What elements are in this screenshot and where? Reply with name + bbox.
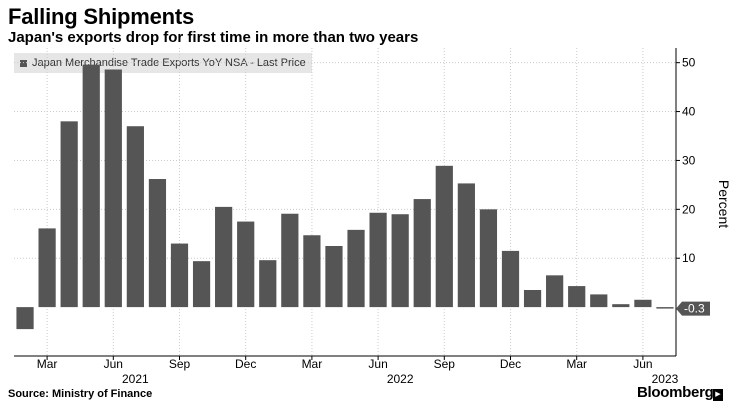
y-tick-label: 30 xyxy=(682,153,696,167)
year-label: 2022 xyxy=(387,372,414,386)
x-tick-label: Jun xyxy=(368,357,387,371)
y-tick-label: 50 xyxy=(682,56,696,70)
bar xyxy=(60,121,78,308)
chart-title: Falling Shipments xyxy=(8,4,195,29)
x-tick-label: Mar xyxy=(302,357,323,371)
x-tick-label: Jun xyxy=(633,357,652,371)
x-tick-label: Mar xyxy=(37,357,58,371)
legend-label: Japan Merchandise Trade Exports YoY NSA … xyxy=(32,57,306,69)
bar xyxy=(369,212,387,308)
bar xyxy=(259,260,277,308)
last-value-label: -0.3 xyxy=(684,302,705,316)
year-label: 2021 xyxy=(122,372,149,386)
bar xyxy=(104,69,122,308)
bar xyxy=(435,165,453,308)
bar xyxy=(634,299,652,308)
bar xyxy=(391,214,409,308)
bar xyxy=(281,213,299,308)
bar xyxy=(170,243,189,308)
bar xyxy=(523,290,542,308)
x-tick-label: Sep xyxy=(434,357,456,371)
bar xyxy=(413,199,431,308)
x-tick-label: Sep xyxy=(169,357,191,371)
bar xyxy=(325,246,343,308)
bloomberg-logo: Bloomberg xyxy=(637,384,714,401)
year-label: 2023 xyxy=(652,372,679,386)
x-tick-label: Dec xyxy=(500,357,521,371)
bar xyxy=(237,221,255,308)
bar xyxy=(192,261,211,308)
source-note: Source: Ministry of Finance xyxy=(8,388,153,400)
x-tick-label: Jun xyxy=(104,357,123,371)
bar xyxy=(590,294,608,308)
bar xyxy=(148,179,167,308)
bar xyxy=(82,64,100,308)
bar xyxy=(479,209,498,308)
y-axis-label: Percent xyxy=(716,179,732,229)
bar xyxy=(303,235,321,308)
y-tick-label: 10 xyxy=(682,251,696,265)
y-tick-label: 20 xyxy=(682,202,696,216)
bar xyxy=(38,228,56,308)
bar xyxy=(501,250,520,308)
bloomberg-icon: ▶ xyxy=(713,389,723,401)
bar xyxy=(612,304,630,308)
bar xyxy=(546,275,564,308)
chart-subtitle: Japan's exports drop for first time in m… xyxy=(8,29,419,46)
bar xyxy=(656,307,674,309)
bar xyxy=(215,206,233,308)
bar xyxy=(457,183,475,308)
bar xyxy=(347,229,365,308)
bar xyxy=(568,286,586,308)
x-tick-label: Mar xyxy=(566,357,587,371)
last-value-tag xyxy=(676,301,710,316)
y-tick-label: 40 xyxy=(682,105,696,119)
x-tick-label: Dec xyxy=(235,357,256,371)
bar xyxy=(126,126,144,308)
bar xyxy=(16,307,34,330)
